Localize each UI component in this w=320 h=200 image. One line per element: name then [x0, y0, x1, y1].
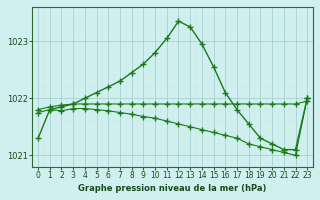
X-axis label: Graphe pression niveau de la mer (hPa): Graphe pression niveau de la mer (hPa) [78, 184, 267, 193]
